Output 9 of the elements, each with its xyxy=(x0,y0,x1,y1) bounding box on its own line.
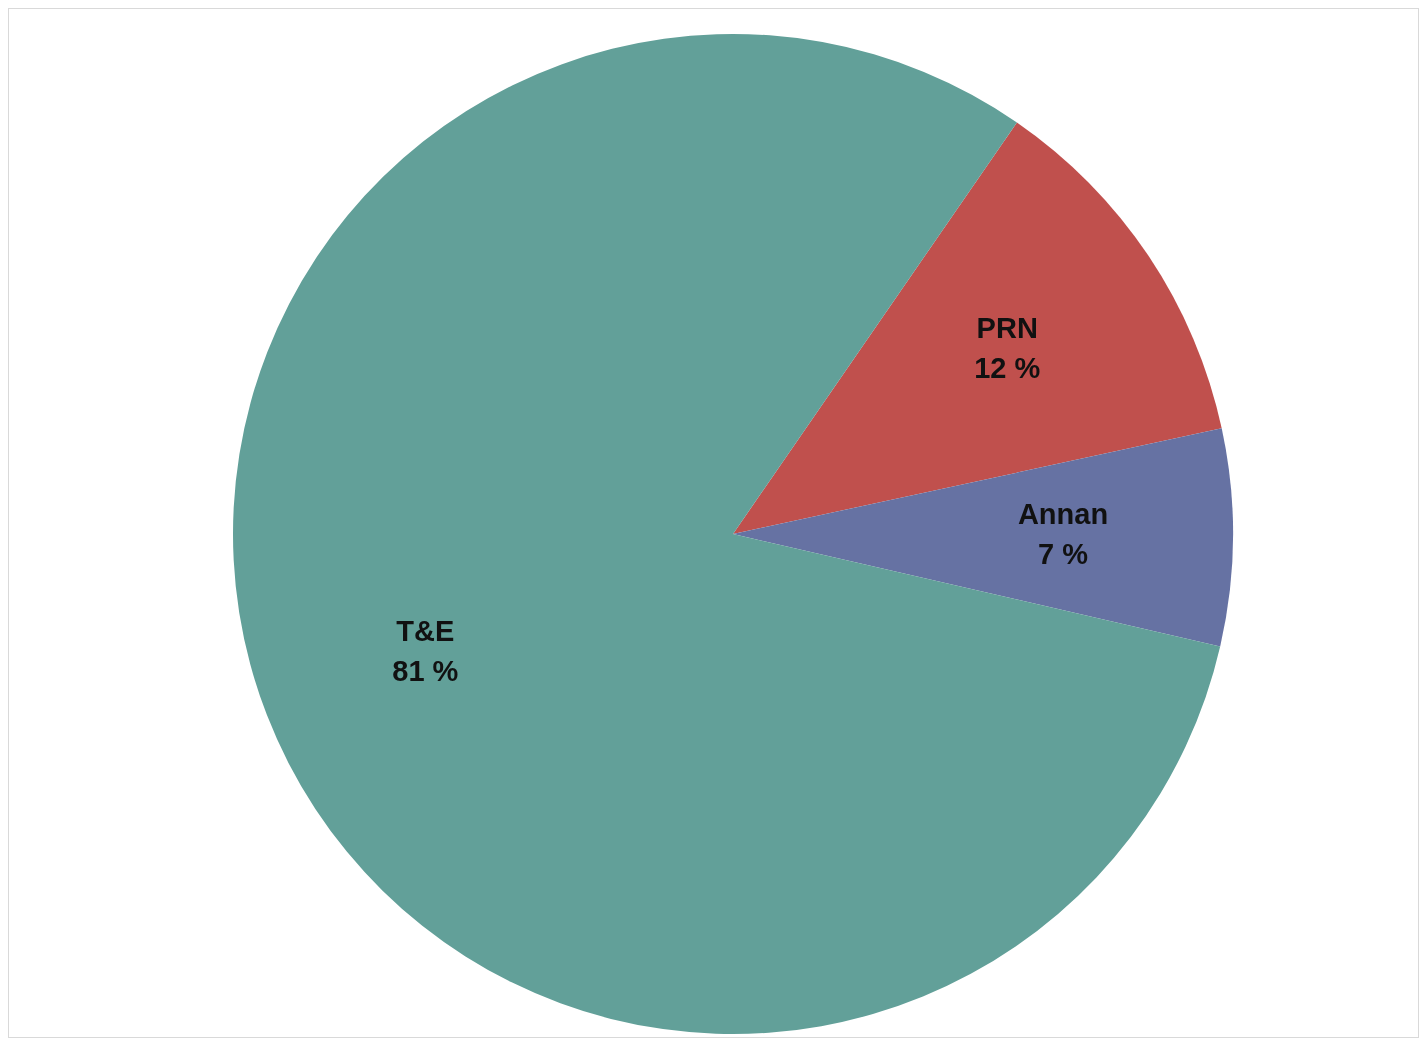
slice-label: Annan xyxy=(1017,498,1109,531)
pie-slice xyxy=(233,34,1221,1034)
slice-label: T&E xyxy=(396,615,455,648)
data-label: 81 % xyxy=(392,655,459,688)
pie-slice xyxy=(733,428,1233,647)
data-label: 12 % xyxy=(974,352,1041,385)
data-label: 7 % xyxy=(1038,538,1089,571)
pie-slice xyxy=(733,122,1222,534)
slice-label: PRN xyxy=(976,312,1038,345)
